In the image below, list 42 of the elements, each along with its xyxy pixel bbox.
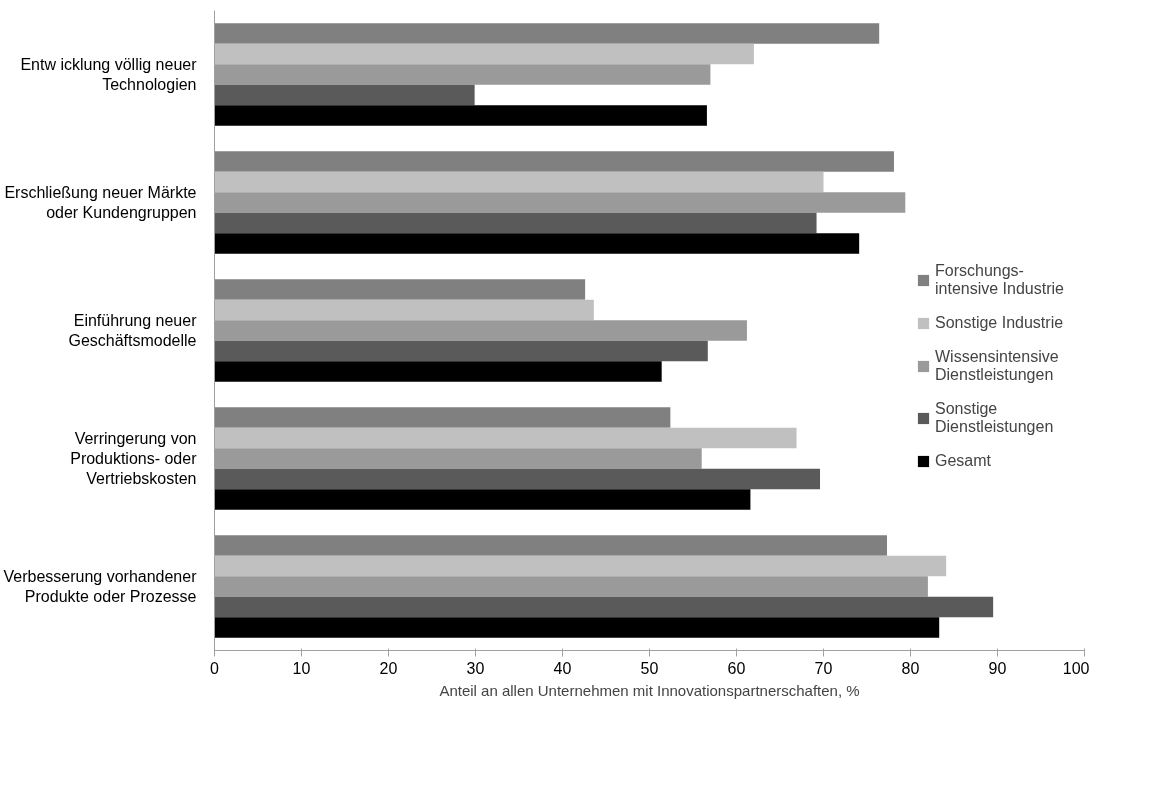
bar bbox=[214, 233, 860, 254]
legend-label: Wissensintensive Dienstleistungen bbox=[935, 348, 1059, 384]
y-tick-label: Verringerung von Produktions- oder Vertriebskosten bbox=[70, 429, 198, 488]
bar bbox=[214, 427, 797, 449]
x-tick-label: 80 bbox=[901, 659, 920, 677]
bar bbox=[214, 299, 594, 321]
x-tick-label: 20 bbox=[379, 659, 398, 677]
bar bbox=[214, 43, 754, 65]
bar bbox=[214, 617, 940, 638]
bar bbox=[214, 596, 994, 618]
y-tick-label: Entw icklung völlig neuer Technologien bbox=[20, 55, 198, 94]
x-axis-title: Anteil an allen Unternehmen mit Innovationspartnerschaften, % bbox=[439, 681, 860, 699]
y-tick-label: Einführung neuer Geschäftsmodelle bbox=[68, 311, 198, 350]
x-tick-label: 60 bbox=[727, 659, 746, 677]
bar bbox=[214, 361, 662, 382]
bar bbox=[214, 151, 894, 172]
y-tick-label: Verbesserung vorhandener Produkte oder Prozesse bbox=[3, 567, 198, 606]
legend-label: Sonstige Industrie bbox=[935, 314, 1064, 332]
x-tick-label: 0 bbox=[210, 659, 220, 677]
bar bbox=[214, 535, 888, 556]
legend-label: Sonstige Dienstleistungen bbox=[935, 400, 1054, 436]
x-tick-label: 50 bbox=[640, 659, 659, 677]
x-tick-label: 30 bbox=[466, 659, 485, 677]
legend-label: Forschungs- intensive Industrie bbox=[935, 262, 1064, 298]
bar bbox=[214, 489, 751, 510]
x-tick-label: 70 bbox=[814, 659, 833, 677]
x-tick-label: 10 bbox=[292, 659, 311, 677]
bar bbox=[214, 407, 671, 428]
bar bbox=[214, 279, 586, 300]
bar bbox=[214, 340, 708, 362]
bar bbox=[214, 84, 475, 106]
bar bbox=[214, 23, 880, 44]
bar bbox=[214, 555, 947, 577]
x-tick-label: 90 bbox=[988, 659, 1007, 677]
bar bbox=[214, 171, 824, 193]
bar bbox=[214, 212, 817, 234]
x-tick-label: 100 bbox=[1062, 659, 1090, 677]
bar bbox=[214, 105, 707, 126]
x-tick-label: 40 bbox=[553, 659, 572, 677]
y-tick-label: Erschließung neuer Märkte oder Kundengruppen bbox=[4, 183, 197, 222]
bar bbox=[214, 468, 821, 490]
legend-label: Gesamt bbox=[935, 452, 992, 470]
